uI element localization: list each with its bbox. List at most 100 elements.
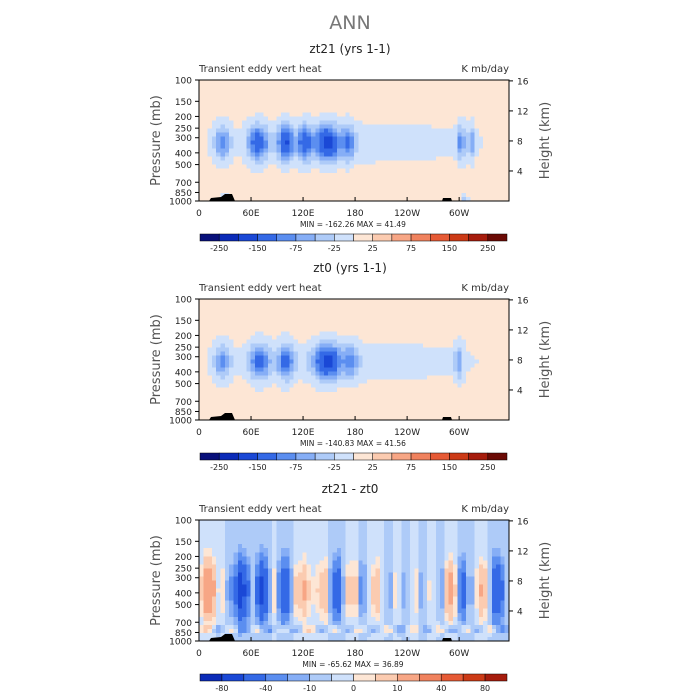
heatmap-cell	[496, 80, 501, 85]
heatmap-cell	[375, 311, 381, 316]
heatmap-cell	[263, 120, 269, 125]
heatmap-cell	[379, 100, 385, 105]
heatmap-cell	[246, 600, 252, 606]
heatmap-cell	[457, 375, 463, 381]
heatmap-cell	[384, 108, 389, 113]
heatmap-cell	[487, 136, 493, 141]
heatmap-cell	[431, 363, 437, 368]
heatmap-cell	[280, 323, 286, 328]
heatmap-cell	[478, 315, 484, 320]
heatmap-cell	[362, 172, 368, 178]
heatmap-cell	[345, 399, 351, 405]
heatmap-cell	[233, 403, 239, 409]
heatmap-cell	[491, 180, 497, 186]
heatmap-cell	[272, 363, 277, 368]
heatmap-cell	[504, 192, 510, 198]
heatmap-cell	[500, 327, 506, 332]
heatmap-cell	[483, 395, 488, 401]
heatmap-cell	[375, 112, 381, 117]
heatmap-cell	[246, 128, 252, 133]
heatmap-cell	[276, 144, 282, 149]
heatmap-cell	[435, 335, 441, 340]
heatmap-cell	[427, 172, 432, 178]
heatmap-cell	[246, 164, 252, 170]
heatmap-cell	[409, 96, 415, 101]
heatmap-cell	[246, 544, 252, 549]
heatmap-cell	[435, 339, 441, 344]
heatmap-cell	[263, 560, 269, 565]
heatmap-cell	[216, 311, 221, 316]
heatmap-cell	[263, 608, 269, 614]
heatmap-cell	[504, 88, 510, 93]
heatmap-cell	[483, 184, 488, 190]
heatmap-cell	[267, 548, 273, 553]
heatmap-cell	[470, 399, 475, 405]
colorbar-swatch	[391, 233, 412, 242]
heatmap-cell	[418, 168, 424, 174]
heatmap-cell	[358, 184, 364, 190]
heatmap-cell	[246, 148, 252, 153]
heatmap-cell	[319, 315, 325, 320]
heatmap-cell	[242, 307, 247, 312]
heatmap-cell	[336, 367, 342, 372]
heatmap-cell	[233, 612, 239, 618]
heatmap-cell	[263, 399, 269, 405]
heatmap-cell	[233, 168, 239, 174]
heatmap-cell	[315, 315, 320, 320]
heatmap-cell	[224, 168, 230, 174]
heatmap-cell	[388, 299, 394, 304]
heatmap-cell	[224, 367, 230, 372]
heatmap-cell	[323, 311, 329, 316]
heatmap-cell	[435, 104, 441, 109]
y2-tick-label: 16	[517, 77, 529, 87]
heatmap-cell	[435, 303, 441, 308]
heatmap-cell	[457, 120, 463, 125]
heatmap-cell	[272, 315, 277, 320]
heatmap-cell	[474, 363, 480, 368]
heatmap-cell	[302, 176, 308, 182]
heatmap-cell	[440, 415, 445, 421]
heatmap-cell	[366, 415, 372, 421]
heatmap-cell	[440, 335, 445, 340]
heatmap-cell	[336, 407, 342, 413]
heatmap-cell	[461, 415, 467, 421]
heatmap-cell	[242, 80, 247, 85]
heatmap-cell	[440, 152, 445, 158]
heatmap-cell	[366, 152, 372, 158]
heatmap-cell	[207, 339, 213, 344]
heatmap-cell	[267, 544, 273, 549]
heatmap-cell	[349, 144, 355, 149]
heatmap-cell	[362, 128, 368, 133]
heatmap-cell	[457, 144, 463, 149]
colorbar-swatch	[238, 233, 258, 242]
heatmap-cell	[487, 100, 493, 105]
heatmap-cell	[491, 335, 497, 340]
heatmap-cell	[444, 379, 450, 385]
heatmap-cell	[224, 80, 230, 85]
heatmap-cell	[220, 387, 226, 393]
heatmap-cell	[233, 148, 239, 153]
heatmap-cell	[461, 339, 467, 344]
heatmap-cell	[440, 104, 445, 109]
heatmap-cell	[448, 399, 454, 405]
heatmap-cell	[315, 176, 320, 182]
heatmap-cell	[289, 303, 295, 308]
heatmap-cell	[457, 168, 463, 174]
heatmap-cell	[310, 160, 316, 166]
heatmap-cell	[354, 124, 359, 129]
heatmap-cell	[358, 371, 364, 377]
heatmap-cell	[323, 347, 329, 352]
heatmap-cell	[250, 160, 256, 166]
heatmap-cell	[487, 387, 493, 393]
heatmap-cell	[306, 84, 312, 89]
heatmap-cell	[250, 576, 256, 581]
heatmap-cell	[388, 391, 394, 397]
heatmap-cell	[242, 144, 247, 149]
heatmap-cell	[496, 184, 501, 190]
heatmap-cell	[207, 383, 213, 389]
heatmap-cell	[319, 80, 325, 85]
heatmap-cell	[332, 331, 338, 336]
heatmap-cell	[504, 104, 510, 109]
heatmap-cell	[461, 363, 467, 368]
heatmap-cell	[242, 108, 247, 113]
